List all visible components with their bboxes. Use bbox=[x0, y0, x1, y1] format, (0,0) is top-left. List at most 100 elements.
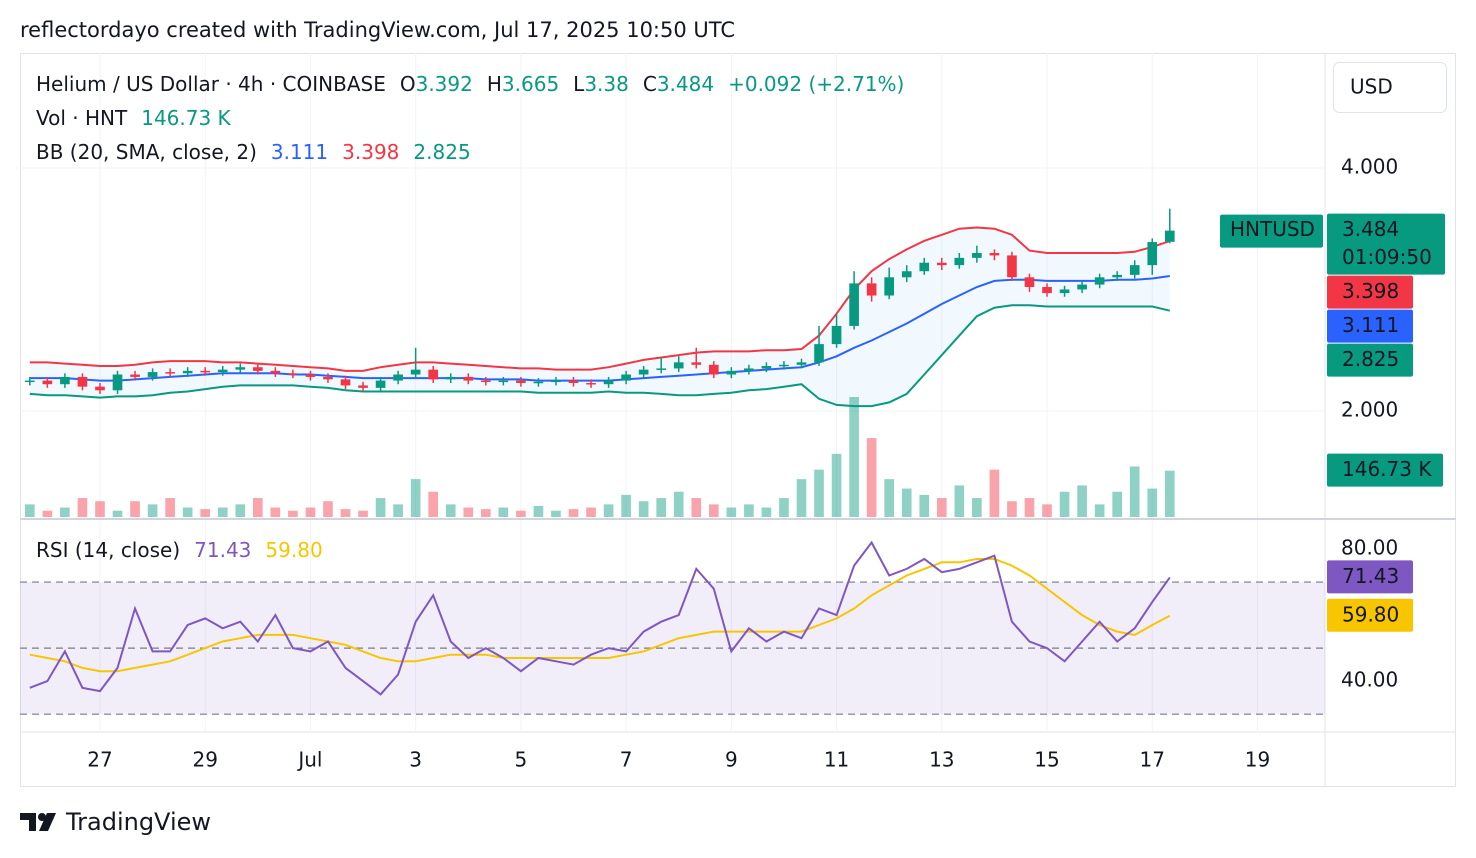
candle-body bbox=[1147, 242, 1158, 266]
candle-body bbox=[919, 262, 930, 272]
candle-body bbox=[1129, 265, 1140, 275]
volume-bar bbox=[1077, 485, 1087, 517]
candle-body bbox=[901, 271, 912, 278]
currency[interactable]: USD bbox=[1350, 75, 1393, 99]
bb-basis bbox=[29, 275, 1170, 382]
volume-bar bbox=[1094, 504, 1105, 517]
volume-bar bbox=[1164, 470, 1175, 517]
volume-bar bbox=[340, 509, 351, 517]
price-label: 3.484 bbox=[1342, 217, 1399, 241]
candle-body bbox=[112, 374, 123, 391]
volume-bar bbox=[375, 498, 386, 517]
candle-body bbox=[1024, 277, 1035, 288]
candle-body bbox=[656, 368, 667, 370]
volume-bar bbox=[831, 453, 842, 517]
candle-body bbox=[621, 374, 631, 381]
volume-bar bbox=[936, 498, 947, 517]
candle-body bbox=[270, 370, 281, 374]
volume-bar bbox=[1147, 488, 1158, 517]
symbol-title: Helium / US Dollar · 4h · COINBASE bbox=[36, 72, 386, 96]
volume-bar bbox=[60, 507, 70, 517]
volume-bar bbox=[147, 504, 158, 517]
x-tick-label: 11 bbox=[824, 748, 849, 772]
volume-label-box bbox=[1327, 453, 1443, 487]
x-tick-label: 7 bbox=[620, 748, 633, 772]
ohlc-value: 3.484 bbox=[657, 72, 714, 96]
volume-bar bbox=[603, 504, 614, 517]
candle-body bbox=[375, 380, 386, 388]
volume-bar bbox=[1042, 504, 1052, 517]
volume-bar bbox=[480, 509, 491, 517]
bb-upper bbox=[29, 226, 1171, 372]
candle-body bbox=[24, 380, 35, 383]
volume-name: Vol · HNT bbox=[36, 106, 128, 130]
bb-label-box bbox=[1327, 275, 1413, 309]
candle-body bbox=[744, 368, 754, 371]
bb-label-box bbox=[1327, 343, 1413, 377]
logo-mark bbox=[20, 813, 36, 831]
candle-body bbox=[323, 376, 333, 380]
volume-bar bbox=[638, 501, 649, 517]
volume-bar bbox=[533, 505, 544, 517]
volume-bar bbox=[866, 438, 877, 517]
candle-body bbox=[182, 370, 193, 374]
x-tick-label: 19 bbox=[1245, 748, 1270, 772]
volume-bar bbox=[358, 510, 368, 517]
candle-body bbox=[989, 252, 1000, 256]
plot: 27 29 Jul 3 5 7 9 11 13 15 17 19 2.000 4.000 40.00 80.0… bbox=[20, 53, 1445, 772]
legend-volume: Vol · HNT 146.73 K bbox=[36, 106, 232, 130]
candle-body bbox=[691, 362, 702, 365]
candle-body bbox=[235, 367, 246, 370]
volume-bar bbox=[95, 501, 105, 517]
candle-body bbox=[972, 252, 982, 258]
candle-body bbox=[761, 365, 772, 369]
candle-body bbox=[498, 380, 509, 383]
candle-body bbox=[866, 283, 877, 296]
volume-bar bbox=[972, 498, 982, 517]
logo-mark bbox=[39, 813, 56, 831]
logo-mark bbox=[38, 813, 46, 821]
volume-bar bbox=[919, 494, 930, 517]
candle-body bbox=[954, 257, 965, 266]
candle-body bbox=[288, 373, 298, 375]
volume-bar bbox=[235, 504, 246, 517]
bb-fill bbox=[29, 227, 1170, 407]
rsi-line bbox=[29, 540, 1171, 696]
candle-body bbox=[165, 372, 175, 374]
ohlc-value: 3.665 bbox=[502, 72, 559, 96]
volume-bar bbox=[621, 494, 631, 517]
volume-bar bbox=[463, 507, 474, 517]
candle-body bbox=[1077, 284, 1087, 290]
candle-body bbox=[1042, 287, 1052, 294]
candle-body bbox=[463, 376, 474, 381]
legend-rsi: RSI (14, close) 71.43 59.80 bbox=[36, 538, 323, 562]
volume-bar bbox=[901, 488, 912, 517]
symbol-tag-text: HNTUSD bbox=[1230, 217, 1315, 241]
volume-bar bbox=[1059, 491, 1070, 517]
candle-body bbox=[849, 283, 859, 326]
tradingview-logo bbox=[20, 813, 56, 831]
candle-body bbox=[936, 262, 947, 266]
x-tick-label: 3 bbox=[409, 748, 422, 772]
chart-frame bbox=[20, 53, 1456, 787]
volume-bar bbox=[744, 504, 754, 517]
volume-bar bbox=[1007, 501, 1017, 517]
candle-body bbox=[217, 369, 228, 373]
currency-button[interactable] bbox=[1333, 62, 1447, 113]
bb-label: 3.111 bbox=[1342, 313, 1399, 337]
ohlc-key: C bbox=[643, 72, 657, 96]
x-tick-label: 9 bbox=[725, 748, 738, 772]
candle-body bbox=[480, 380, 491, 383]
volume-bar bbox=[586, 507, 596, 517]
footer-brand: TradingView bbox=[65, 808, 211, 836]
rsi-tick-label: 80.00 bbox=[1341, 536, 1398, 560]
volume-bar bbox=[323, 501, 333, 517]
candle-body bbox=[1112, 274, 1122, 278]
candle-body bbox=[603, 380, 614, 385]
volume-bar bbox=[726, 507, 737, 517]
candle-body bbox=[673, 362, 684, 369]
volume-bar bbox=[428, 491, 439, 517]
rsi-label: 71.43 bbox=[1342, 564, 1399, 588]
